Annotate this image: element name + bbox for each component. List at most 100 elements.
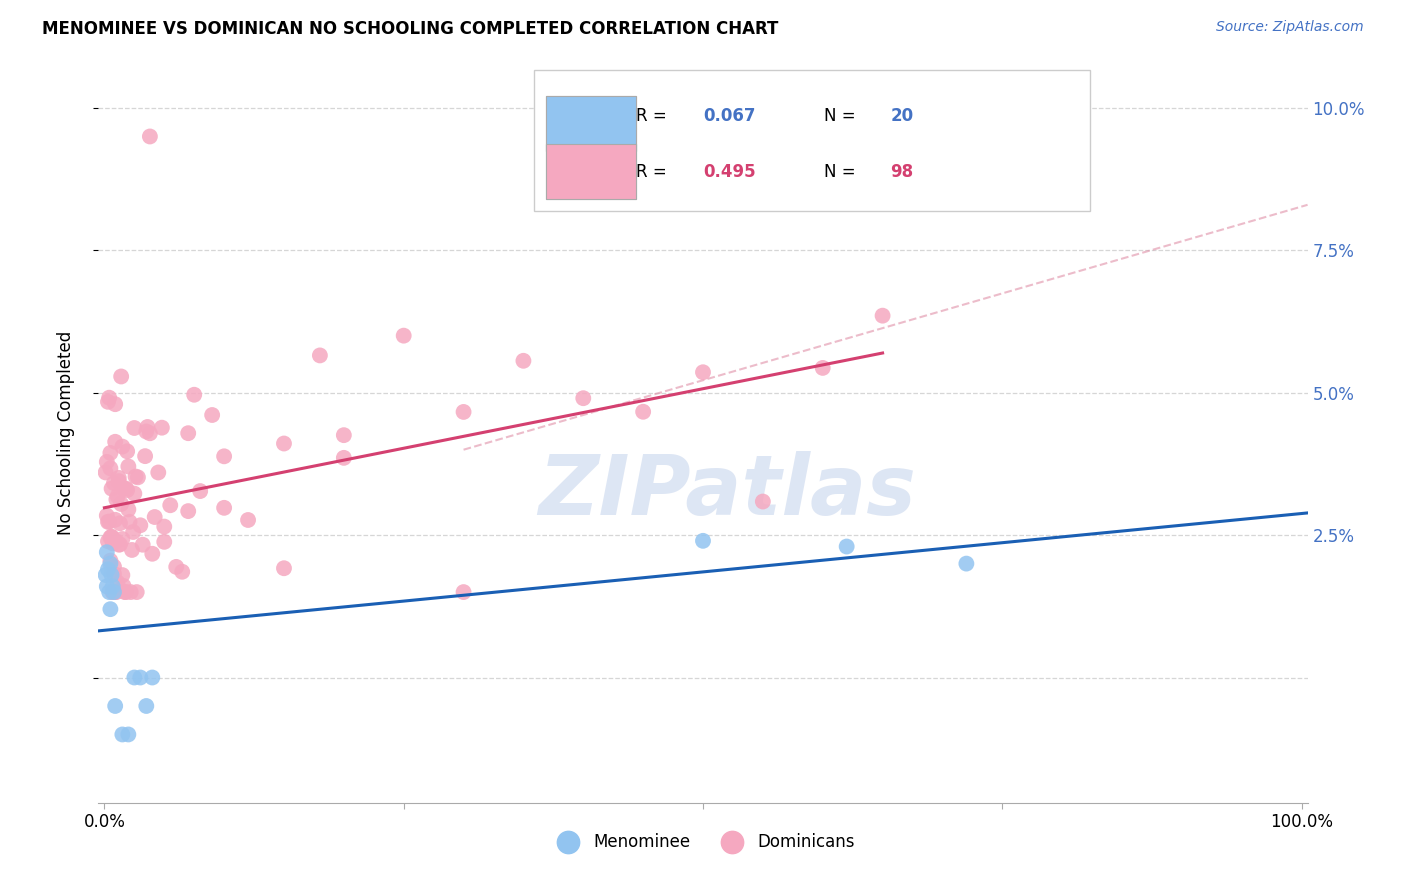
- Point: [153, 534, 176, 549]
- Point: [141, 547, 163, 561]
- Point: [453, 405, 475, 419]
- Point: [100, 530, 122, 544]
- Point: [114, 585, 136, 599]
- Point: [136, 420, 159, 434]
- Point: [100, 461, 122, 475]
- Point: [105, 492, 128, 507]
- Point: [124, 421, 146, 435]
- FancyBboxPatch shape: [546, 95, 637, 152]
- Point: [111, 440, 134, 454]
- Point: [273, 561, 295, 575]
- Point: [101, 585, 124, 599]
- Text: MENOMINEE VS DOMINICAN NO SCHOOLING COMPLETED CORRELATION CHART: MENOMINEE VS DOMINICAN NO SCHOOLING COMP…: [42, 20, 779, 37]
- Point: [212, 450, 235, 464]
- Point: [100, 568, 122, 582]
- Text: N =: N =: [824, 108, 860, 126]
- Point: [115, 444, 138, 458]
- Point: [105, 534, 128, 549]
- Point: [112, 481, 135, 495]
- Point: [153, 519, 176, 533]
- Point: [107, 489, 129, 503]
- Point: [129, 518, 152, 533]
- Text: 20: 20: [890, 108, 914, 126]
- Point: [117, 727, 139, 741]
- Point: [111, 727, 134, 741]
- Point: [183, 388, 205, 402]
- Point: [512, 353, 534, 368]
- FancyBboxPatch shape: [534, 70, 1090, 211]
- Point: [96, 579, 118, 593]
- Point: [333, 428, 356, 442]
- Legend: Menominee, Dominicans: Menominee, Dominicans: [546, 826, 860, 857]
- Point: [811, 360, 834, 375]
- Point: [111, 532, 134, 546]
- Point: [110, 369, 132, 384]
- Point: [98, 515, 121, 529]
- Point: [139, 129, 162, 144]
- Point: [103, 559, 125, 574]
- Point: [309, 348, 332, 362]
- Point: [631, 405, 654, 419]
- Point: [127, 470, 149, 484]
- Point: [107, 471, 129, 485]
- Point: [98, 391, 121, 405]
- Point: [107, 575, 129, 590]
- Text: 0.067: 0.067: [703, 108, 755, 126]
- Point: [134, 449, 156, 463]
- Point: [97, 534, 120, 549]
- Text: ZIPatlas: ZIPatlas: [538, 451, 917, 533]
- Point: [122, 524, 145, 539]
- Point: [107, 538, 129, 552]
- Point: [101, 536, 124, 550]
- Point: [103, 566, 125, 581]
- Point: [103, 585, 125, 599]
- Point: [135, 698, 157, 713]
- Point: [107, 474, 129, 488]
- Point: [96, 455, 118, 469]
- Point: [143, 510, 166, 524]
- Point: [98, 585, 121, 599]
- Point: [96, 545, 118, 559]
- Point: [96, 508, 118, 523]
- Point: [117, 459, 139, 474]
- Point: [111, 568, 134, 582]
- Point: [100, 446, 122, 460]
- Point: [392, 328, 415, 343]
- Point: [201, 408, 224, 422]
- Point: [125, 585, 148, 599]
- Point: [453, 585, 475, 599]
- Text: 98: 98: [890, 163, 914, 181]
- Point: [108, 516, 131, 531]
- Text: R =: R =: [637, 163, 672, 181]
- Point: [124, 486, 146, 500]
- Point: [115, 585, 138, 599]
- Text: N =: N =: [824, 163, 860, 181]
- FancyBboxPatch shape: [546, 144, 637, 200]
- Point: [100, 557, 122, 571]
- Point: [104, 585, 127, 599]
- Point: [177, 426, 200, 441]
- Point: [110, 497, 132, 511]
- Point: [112, 579, 135, 593]
- Point: [835, 540, 858, 554]
- Point: [165, 560, 187, 574]
- Point: [101, 585, 124, 599]
- Point: [121, 543, 143, 558]
- Point: [129, 671, 152, 685]
- Point: [94, 466, 117, 480]
- Point: [97, 515, 120, 529]
- Point: [94, 568, 117, 582]
- Point: [101, 532, 124, 546]
- Point: [159, 498, 181, 512]
- Point: [188, 484, 211, 499]
- Point: [692, 533, 714, 548]
- Point: [105, 585, 128, 599]
- Text: Source: ZipAtlas.com: Source: ZipAtlas.com: [1216, 20, 1364, 34]
- Point: [100, 531, 122, 545]
- Point: [572, 391, 595, 405]
- Point: [148, 466, 170, 480]
- Point: [120, 585, 142, 599]
- Point: [108, 537, 131, 551]
- Point: [101, 579, 124, 593]
- Point: [752, 494, 775, 508]
